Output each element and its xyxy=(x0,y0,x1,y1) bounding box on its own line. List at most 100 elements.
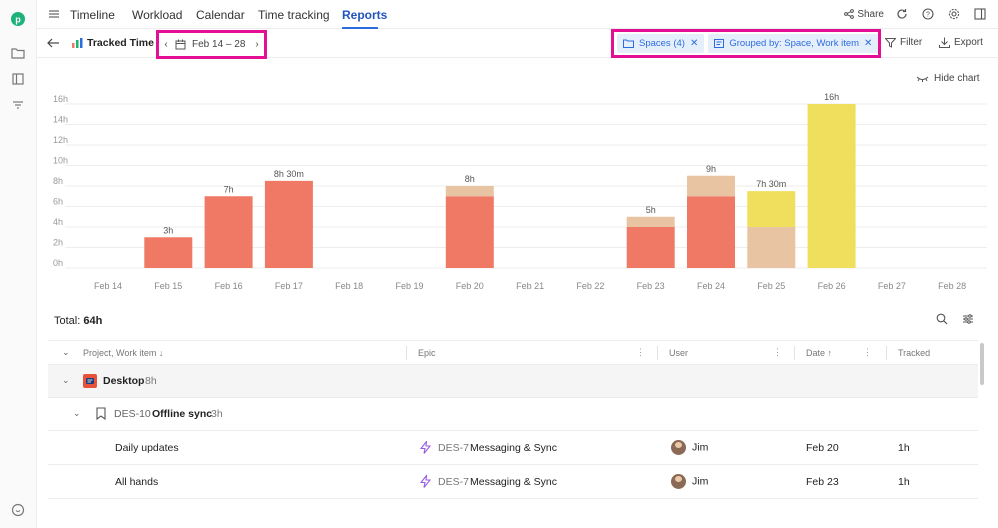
tab-workload[interactable]: Workload xyxy=(132,8,183,22)
bar-value-label: 8h xyxy=(465,174,475,184)
bar-segment[interactable] xyxy=(747,191,796,227)
eye-closed-icon xyxy=(916,76,929,82)
remove-grouping-chip-icon[interactable]: ✕ xyxy=(864,38,873,49)
tracked-value[interactable]: 1h xyxy=(898,476,910,488)
help-icon[interactable]: ? xyxy=(920,6,936,22)
tab-time-tracking[interactable]: Time tracking xyxy=(258,8,330,22)
folder-icon xyxy=(623,39,634,48)
refresh-icon[interactable] xyxy=(894,6,910,22)
table-row[interactable]: All hands DES-7 Messaging & Sync Jim Feb… xyxy=(48,465,978,499)
subgroup-row-offline-sync[interactable]: ⌄ DES-10 Offline sync 3h xyxy=(48,398,978,431)
spaces-chip[interactable]: Spaces (4) ✕ xyxy=(617,34,705,53)
column-divider[interactable] xyxy=(886,346,887,360)
user-cell: Jim xyxy=(671,440,708,455)
x-tick-label: Feb 16 xyxy=(215,281,243,291)
y-tick-label: 4h xyxy=(53,217,63,227)
column-header-project[interactable]: Project, Work item ↓ xyxy=(83,348,164,358)
work-item-name[interactable]: All hands xyxy=(115,476,159,488)
date-range-picker[interactable]: ‹ Feb 14 – 28 › xyxy=(156,30,267,59)
filter-list-icon[interactable] xyxy=(9,96,27,114)
bar-segment[interactable] xyxy=(626,216,675,227)
date-value: Feb 20 xyxy=(806,442,839,454)
group-hours: 8h xyxy=(145,375,157,387)
subgroup-hours: 3h xyxy=(211,408,223,420)
total-label: Total: xyxy=(54,315,81,327)
column-divider[interactable] xyxy=(657,346,658,360)
board-icon[interactable] xyxy=(9,70,27,88)
column-project-label: Project, Work item xyxy=(83,348,157,358)
settings-gear-icon[interactable] xyxy=(946,6,962,22)
bar-segment[interactable] xyxy=(204,196,253,268)
active-filters: Spaces (4) ✕ Grouped by: Space, Work ite… xyxy=(611,29,881,58)
tab-reports[interactable]: Reports xyxy=(342,8,388,22)
x-tick-label: Feb 22 xyxy=(576,281,604,291)
prev-period-button[interactable]: ‹ xyxy=(164,39,168,50)
share-icon xyxy=(844,9,855,19)
user-cell: Jim xyxy=(671,474,708,489)
menu-icon[interactable] xyxy=(48,8,60,20)
back-arrow-icon[interactable] xyxy=(46,37,60,49)
bar-segment[interactable] xyxy=(264,180,313,268)
group-name: Desktop xyxy=(103,375,145,387)
x-tick-label: Feb 26 xyxy=(818,281,846,291)
epic-name[interactable]: Messaging & Sync xyxy=(470,476,557,488)
column-divider[interactable] xyxy=(406,346,407,360)
column-divider[interactable] xyxy=(794,346,795,360)
column-header-epic[interactable]: Epic xyxy=(418,348,436,358)
avatar xyxy=(671,474,686,489)
column-header-tracked[interactable]: Tracked xyxy=(898,348,931,358)
lightning-icon xyxy=(419,439,432,457)
date-column-menu-icon[interactable]: ⋮ xyxy=(863,347,872,357)
bar-segment[interactable] xyxy=(687,196,735,268)
group-row-desktop[interactable]: ⌄ Desktop 8h xyxy=(48,365,978,398)
hide-chart-button[interactable]: Hide chart xyxy=(916,73,980,84)
bar-segment[interactable] xyxy=(445,196,494,268)
x-tick-label: Feb 24 xyxy=(697,281,725,291)
tracked-value[interactable]: 1h xyxy=(898,442,910,454)
share-button[interactable]: Share xyxy=(844,9,884,20)
bar-segment[interactable] xyxy=(807,104,856,268)
bar-segment[interactable] xyxy=(144,237,193,268)
column-settings-icon[interactable] xyxy=(962,313,974,325)
epic-column-menu-icon[interactable]: ⋮ xyxy=(636,347,645,357)
bar-value-label: 7h xyxy=(224,184,234,194)
bar-segment[interactable] xyxy=(687,175,735,197)
filter-button[interactable]: Filter xyxy=(885,37,922,48)
epic-name[interactable]: Messaging & Sync xyxy=(470,442,557,454)
left-sidebar: p xyxy=(0,0,37,528)
bar-segment[interactable] xyxy=(445,186,494,197)
collapse-group-icon[interactable]: ⌄ xyxy=(62,375,70,385)
search-icon[interactable] xyxy=(936,313,948,325)
user-name: Jim xyxy=(692,441,709,454)
x-tick-label: Feb 27 xyxy=(878,281,906,291)
tab-timeline[interactable]: Timeline xyxy=(70,8,115,22)
export-button[interactable]: Export xyxy=(939,37,983,48)
y-tick-label: 12h xyxy=(53,135,68,145)
report-toolbar: Tracked Time ‹ Feb 14 – 28 › Spaces (4) … xyxy=(37,29,998,59)
subgroup-key: DES-10 xyxy=(114,408,151,420)
panel-toggle-icon[interactable] xyxy=(972,6,988,22)
column-header-date[interactable]: Date ↑ xyxy=(806,348,833,358)
next-period-button[interactable]: › xyxy=(255,39,259,50)
app-logo-icon[interactable]: p xyxy=(9,10,27,28)
chat-icon[interactable] xyxy=(9,501,27,519)
tab-calendar[interactable]: Calendar xyxy=(196,8,245,22)
date-range-text: Feb 14 – 28 xyxy=(192,39,246,50)
folder-icon[interactable] xyxy=(9,44,27,62)
total-value: 64h xyxy=(83,315,103,327)
bar-segment[interactable] xyxy=(626,227,675,268)
table-scrollbar[interactable] xyxy=(980,343,984,385)
column-header-user[interactable]: User xyxy=(669,348,689,358)
user-column-menu-icon[interactable]: ⋮ xyxy=(773,347,782,357)
bar-segment[interactable] xyxy=(747,227,796,268)
column-date-label: Date xyxy=(806,348,826,358)
bookmark-icon xyxy=(96,407,106,425)
collapse-subgroup-icon[interactable]: ⌄ xyxy=(73,408,81,418)
x-tick-label: Feb 23 xyxy=(637,281,665,291)
remove-spaces-chip-icon[interactable]: ✕ xyxy=(689,38,699,49)
work-item-name[interactable]: Daily updates xyxy=(115,442,179,454)
grouping-chip[interactable]: Grouped by: Space, Work item ✕ xyxy=(708,34,879,53)
table-row[interactable]: Daily updates DES-7 Messaging & Sync Jim… xyxy=(48,431,978,465)
y-tick-label: 10h xyxy=(53,156,68,166)
collapse-all-icon[interactable]: ⌄ xyxy=(62,347,70,357)
